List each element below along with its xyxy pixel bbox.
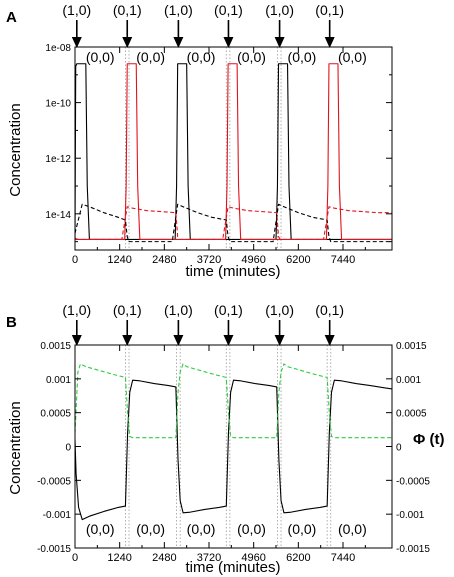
panel-b-state-label: (0,0) — [136, 521, 165, 537]
panel-b-y-tick-label: -0.0015 — [37, 544, 71, 555]
panel-b-x-tick-label: 1240 — [107, 552, 131, 564]
panel-a-input-label: (0,1) — [214, 2, 243, 18]
panel-a-state-label: (0,0) — [288, 49, 317, 65]
panel-a-series-2-line — [75, 203, 392, 243]
panel-b-x-tick-label: 6200 — [286, 552, 310, 564]
panel-a-series-3-line — [75, 206, 392, 240]
panel-a-x-tick-label: 1240 — [107, 254, 131, 266]
panel-a-input-arrow-head — [274, 37, 285, 48]
panel-a-input-label: (1,0) — [164, 2, 193, 18]
panel-b-y2-tick-label: -0.001 — [396, 510, 425, 521]
panel-b-y-tick-label: -0.001 — [43, 510, 72, 521]
panel-a-state-label: (0,0) — [187, 49, 216, 65]
panel-b-y-axis-title: Concentration — [7, 401, 24, 494]
panel-a-input-arrow-head — [71, 37, 82, 48]
panel-b-y-tick-label: 0.001 — [46, 375, 71, 386]
panel-b-label: B — [6, 314, 17, 331]
panel-b-chart: B Concentration time (minutes) Φ (t) 0 12… — [6, 302, 444, 576]
panel-b-input-arrow-head — [324, 335, 335, 346]
panel-b-x-tick-label: 0 — [72, 552, 78, 564]
panel-a-x-tick-label: 0 — [72, 254, 78, 266]
panel-b-x-tick-label: 7440 — [331, 552, 355, 564]
panel-a-state-label: (0,0) — [136, 49, 165, 65]
panel-b-input-label: (1,0) — [62, 302, 91, 318]
panel-a-input-label: (0,1) — [113, 2, 142, 18]
panel-a-series-0-line — [75, 63, 392, 240]
panel-b-input-arrow-head — [122, 335, 133, 346]
panel-b-y-tick-label: -0.0005 — [37, 476, 71, 487]
panel-b-y2-tick-label: 0.0015 — [396, 341, 427, 352]
panel-b-series-1-line — [75, 363, 392, 439]
panel-a-label: A — [6, 9, 17, 26]
panel-b-series-group — [75, 363, 392, 521]
panel-b-input-arrow-head — [274, 335, 285, 346]
panel-b-y2-tick-label: -0.0015 — [396, 544, 430, 555]
panel-b-plot-frame — [74, 344, 393, 549]
panel-a-x-tick-label: 6200 — [286, 254, 310, 266]
panel-b-y2-tick-label: 0.0005 — [396, 409, 427, 420]
panel-a-y-tick-label: 1e-10 — [45, 99, 71, 110]
panel-a-plot-frame — [74, 46, 393, 251]
panel-b-y-tick-label: 0.0005 — [40, 409, 71, 420]
panel-a-input-arrow-head — [324, 37, 335, 48]
panel-b-input-label: (0,1) — [214, 302, 243, 318]
panel-a-state-label: (0,0) — [86, 49, 115, 65]
panel-b-y-tick-label: 0.0015 — [40, 341, 71, 352]
panel-b-x-tick-label: 2480 — [152, 552, 176, 564]
panel-b-x-tick-label: 3720 — [197, 552, 221, 564]
panel-a-input-arrow-head — [122, 37, 133, 48]
panel-a-y-tick-label: 1e-08 — [45, 43, 71, 54]
panel-a-input-arrow-head — [173, 37, 184, 48]
panel-b-input-arrow-head — [223, 335, 234, 346]
panel-b-state-label: (0,0) — [86, 521, 115, 537]
panel-a-state-label: (0,0) — [338, 49, 367, 65]
panel-a-x-tick-label: 7440 — [331, 254, 355, 266]
panel-b-input-arrow-head — [71, 335, 82, 346]
panel-b-state-label: (0,0) — [237, 521, 266, 537]
panel-a-input-label: (1,0) — [265, 2, 294, 18]
panel-a-series-group — [75, 63, 392, 243]
panel-a-x-axis-title: time (minutes) — [185, 263, 280, 280]
panel-b-right-axis-title: Φ (t) — [413, 431, 444, 448]
panel-b-input-label: (0,1) — [315, 302, 344, 318]
panel-a-input-arrow-head — [223, 37, 234, 48]
panel-b-input-label: (0,1) — [113, 302, 142, 318]
panel-b-x-axis-title: time (minutes) — [185, 559, 280, 576]
panel-b-state-label: (0,0) — [187, 521, 216, 537]
panel-b-input-arrow-head — [173, 335, 184, 346]
panel-a-y-tick-label: 1e-12 — [45, 154, 71, 165]
panel-b-y2-tick-label: -0.0005 — [396, 476, 430, 487]
panel-b-state-label: (0,0) — [338, 521, 367, 537]
panel-a-x-tick-label: 4960 — [241, 254, 265, 266]
panel-b-input-label: (1,0) — [164, 302, 193, 318]
panel-b-input-label: (1,0) — [265, 302, 294, 318]
panel-b-x-tick-label: 4960 — [241, 552, 265, 564]
panel-b-y2-tick-label: 0.001 — [396, 375, 421, 386]
panel-b-y2-tick-label: 0 — [396, 443, 402, 454]
panel-a-input-label: (0,1) — [315, 2, 344, 18]
panel-b-series-0-line — [75, 379, 392, 521]
panel-b-state-label: (0,0) — [288, 521, 317, 537]
panel-a-series-1-line — [75, 63, 392, 240]
panel-b-y-tick-label: 0 — [65, 443, 71, 454]
panel-a-y-axis-title: Concentration — [7, 103, 24, 196]
panel-a-x-tick-label: 3720 — [197, 254, 221, 266]
panel-a-x-tick-label: 2480 — [152, 254, 176, 266]
panel-a-y-tick-label: 1e-14 — [45, 210, 71, 221]
panel-a-chart: A Concentration time (minutes) 0 1240 2480… — [6, 2, 393, 280]
panel-a-input-label: (1,0) — [62, 2, 91, 18]
panel-a-state-label: (0,0) — [237, 49, 266, 65]
